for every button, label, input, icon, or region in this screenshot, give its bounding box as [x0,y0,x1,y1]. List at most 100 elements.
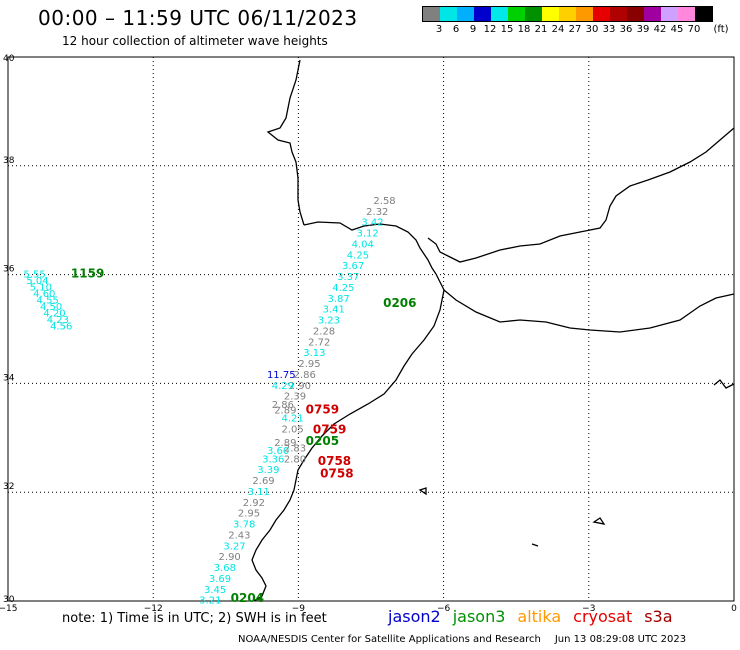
coastline [251,59,735,602]
color-swatch [457,7,474,21]
satellite-legend-cryosat: cryosat [573,607,633,626]
color-scale-label: 3 [435,24,443,35]
generation-timestamp: Jun 13 08:29:08 UTC 2023 [554,634,687,645]
swh-value-label: 4.25 [332,283,354,294]
spain-mediterranean-coast [427,127,735,263]
lon-tick-label: −3 [582,604,595,614]
swh-value-label: 4.04 [352,239,374,250]
color-scale-unit: (ft) [713,24,729,35]
color-scale-label: 45 [670,24,684,35]
swh-value-label: 2.86 [272,400,294,411]
swh-value-label: 4.20 [43,308,65,319]
color-swatch [661,7,678,21]
swh-value-label: 2.89 [274,405,296,416]
page-subtitle: 12 hour collection of altimeter wave hei… [62,34,328,48]
north-africa-mediterranean-coast [443,289,735,333]
swh-value-label: 3.12 [356,229,378,240]
color-swatch [423,7,440,21]
color-scale-label: 30 [585,24,599,35]
swh-value-label: 2.58 [373,196,395,207]
swh-value-label: 3.36 [262,454,284,465]
map-grid [8,57,734,601]
color-swatch [644,7,661,21]
color-scale: 3 6 9 12 15 18 21 24 27 30 33 36 39 42 45 70 (ft) [422,6,729,36]
lat-tick-label: 36 [3,265,15,275]
swh-value-label: 3.67 [342,261,364,272]
color-swatch [542,7,559,21]
pass-time-label: 0759 [313,422,346,436]
swh-value-label: 3.42 [361,218,383,229]
pass-time-label: 0758 [320,467,353,481]
pass-time-label: 0204 [231,591,264,605]
color-scale-label: 36 [619,24,633,35]
color-scale-label: 9 [469,24,477,35]
swh-value-label: 5.04 [26,276,48,287]
satellite-legend-jason2: jason2 [388,607,441,626]
swh-value-label: 3.78 [233,520,255,531]
swh-value-label: 2.32 [366,207,388,218]
lon-tick-label: −12 [144,604,163,614]
island-3 [418,487,427,496]
pass-time-label: 0759 [306,402,339,416]
island-4 [531,543,539,547]
lon-tick-label: −6 [437,604,451,614]
iberia-west-coast [266,59,305,226]
footer-note: note: 1) Time is in UTC; 2) SWH is in fe… [62,611,327,626]
pass-time-label: 0758 [318,454,351,468]
satellite-legend-jason3: jason3 [452,607,506,626]
satellite-legend-altika: altika [517,607,562,626]
island-1 [713,379,735,389]
swh-value-label: 2.28 [313,326,335,337]
map-frame [7,56,735,602]
color-scale-label: 42 [653,24,667,35]
pass-time-label: 0205 [306,434,339,448]
swh-value-label: 3.13 [303,348,325,359]
swh-value-label: 2.95 [298,359,320,370]
color-swatch [491,7,508,21]
swh-value-label: 2.43 [228,530,250,541]
color-scale-label: 18 [517,24,531,35]
color-scale-ticks: 3 6 9 12 15 18 21 24 27 30 33 36 39 42 45 70 (ft) [422,22,729,36]
color-swatch [678,7,695,21]
lat-tick-label: 40 [3,54,15,64]
color-swatch [440,7,457,21]
footer-credit: NOAA/NESDIS Center for Satellite Applica… [238,634,686,645]
lat-tick-label: 30 [3,595,15,605]
swh-value-label: 3.37 [337,272,359,283]
pass-time-label: 1159 [71,266,104,280]
swh-value-label: 4.23 [47,315,69,326]
color-scale-label: 12 [483,24,497,35]
color-scale-label: 15 [500,24,514,35]
satellite-legend-s3a: s3a [644,607,673,626]
swh-value-label: 3.27 [223,541,245,552]
swh-value-label: 5.10 [30,282,52,293]
swh-value-label: 2.90 [219,552,241,563]
lat-tick-label: 34 [3,373,15,383]
swh-value-label: 3.23 [318,316,340,327]
swh-value-label: 2.83 [284,443,306,454]
swh-value-label: 3.45 [204,585,226,596]
swh-value-label: 4.56 [50,322,72,333]
lon-tick-label: −15 [0,604,18,614]
swh-value-label: 4.60 [33,289,55,300]
color-swatch [627,7,644,21]
gulf-of-cadiz-coast [303,221,437,275]
pass-time-label: 0206 [383,296,416,310]
axis-labels: −15 −12 −9 −6 −3 0 30 32 34 36 38 40 [0,54,737,614]
swh-value-label: 2.05 [281,424,303,435]
color-swatch [593,7,610,21]
island-2 [592,517,606,525]
swh-value-label: 3.11 [248,487,270,498]
color-swatch [559,7,576,21]
color-scale-label: 70 [687,24,701,35]
color-scale-label: 24 [551,24,565,35]
swh-value-label: 4.29 [272,381,294,392]
color-scale-label: 33 [602,24,616,35]
color-swatch [474,7,491,21]
swh-value-label: 4.55 [37,295,59,306]
color-scale-bar [422,6,713,22]
swh-value-label: 3.60 [267,446,289,457]
altimeter-tracks: 5.555.045.104.604.554.504.204.234.56 1159… [23,196,416,607]
page-title: 00:00 – 11:59 UTC 06/11/2023 [38,6,358,30]
color-swatch [525,7,542,21]
